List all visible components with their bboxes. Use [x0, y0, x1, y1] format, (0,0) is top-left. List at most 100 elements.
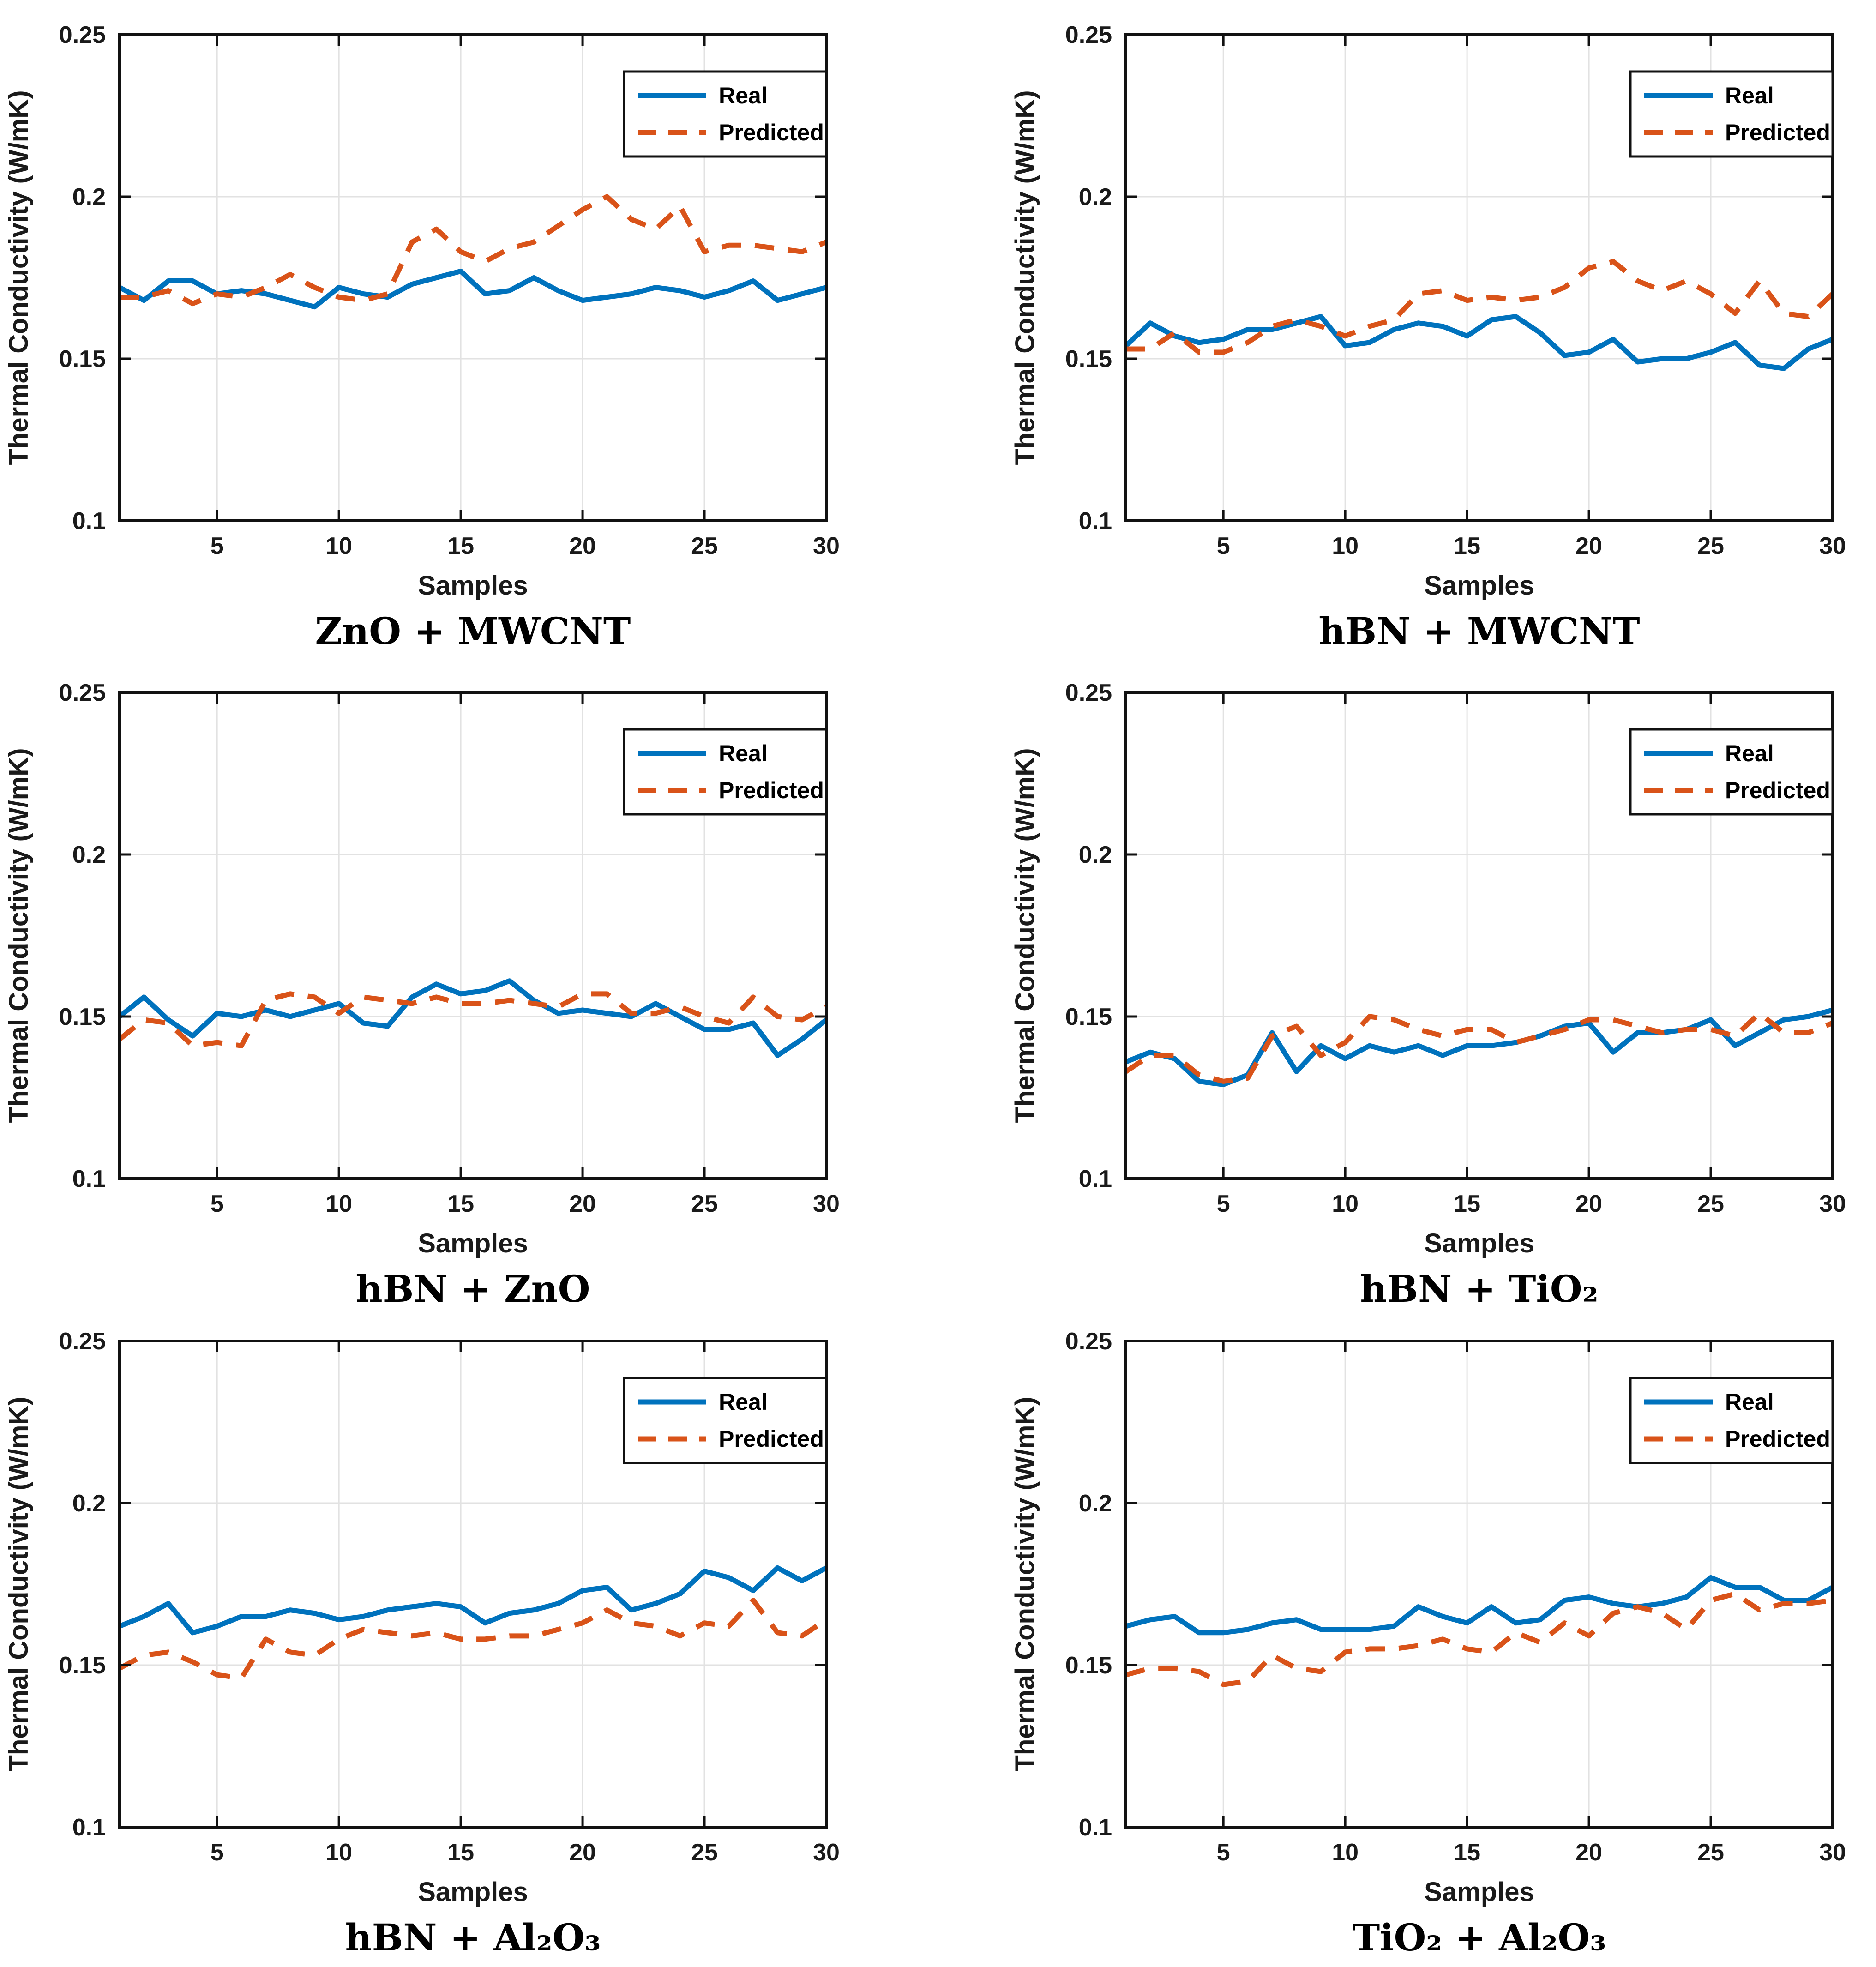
x-axis-label: Samples — [418, 1877, 528, 1907]
y-tick-label: 0.2 — [72, 842, 106, 868]
y-tick-label: 0.1 — [1079, 1814, 1112, 1841]
y-tick-label: 0.15 — [1065, 1652, 1112, 1679]
chart-cell-hbn-mwcnt: 0.1 0.15 0.2 0.25 5 10 15 20 25 30 Samples Thermal … — [1006, 0, 1876, 661]
y-tick-label: 0.1 — [72, 1166, 106, 1192]
legend-predicted-label: Predicted — [719, 120, 824, 145]
y-tick-label: 0.2 — [72, 1490, 106, 1517]
y-tick-label: 0.1 — [72, 508, 106, 535]
x-tick-label: 30 — [813, 1839, 840, 1866]
axes-box — [118, 1340, 828, 1829]
y-tick-label: 0.15 — [59, 1652, 106, 1679]
y-axis-label: Thermal Conductivity (W/mK) — [4, 1396, 34, 1771]
x-tick-label: 5 — [1217, 1191, 1230, 1217]
x-axis-label: Samples — [418, 571, 528, 601]
predicted-line — [1125, 1591, 1833, 1687]
y-tick-label: 0.15 — [1065, 346, 1112, 373]
x-tick-label: 30 — [1819, 1191, 1846, 1217]
chart-title: hBN + TiO₂ — [1360, 1267, 1598, 1311]
chart-hbn-alo: 0.1 0.15 0.2 0.25 5 10 15 20 25 30 Samples Thermal … — [4, 1328, 840, 1959]
predicted-line — [1124, 1011, 1834, 1084]
y-axis-label: Thermal Conductivity (W/mK) — [1010, 748, 1040, 1123]
chart-cell-hbn-alo: 0.1 0.15 0.2 0.25 5 10 15 20 25 30 Samples Thermal … — [0, 1306, 938, 1967]
x-tick-label: 25 — [1697, 533, 1724, 559]
legend-predicted-label: Predicted — [1725, 777, 1830, 803]
chart-tio-alo: 0.1 0.15 0.2 0.25 5 10 15 20 25 30 Samples Thermal … — [1010, 1328, 1846, 1959]
y-tick-label: 0.2 — [72, 184, 106, 211]
x-tick-label: 25 — [691, 1839, 718, 1866]
legend-real-label: Real — [1725, 83, 1774, 108]
y-tick-label: 0.2 — [1079, 842, 1112, 868]
legend-box — [623, 70, 828, 158]
chart-cell-hbn-zno: 0.1 0.15 0.2 0.25 5 10 15 20 25 30 Samples Thermal … — [0, 658, 938, 1318]
chart-hbn-zno: 0.1 0.15 0.2 0.25 5 10 15 20 25 30 Samples Thermal … — [4, 680, 840, 1311]
chart-title: TiO₂ + Al₂O₃ — [1353, 1916, 1606, 1959]
chart-hbn-tio: 0.1 0.15 0.2 0.25 5 10 15 20 25 30 Samples Thermal … — [1010, 680, 1846, 1311]
x-axis-label: Samples — [1424, 1877, 1534, 1907]
x-tick-label: 5 — [210, 1839, 224, 1866]
legend: Real Predicted — [1629, 728, 1834, 816]
x-tick-label: 20 — [1575, 1191, 1602, 1217]
chart-cell-tio-alo: 0.1 0.15 0.2 0.25 5 10 15 20 25 30 Samples Thermal … — [1006, 1306, 1876, 1967]
real-line — [118, 268, 827, 310]
real-line — [118, 978, 828, 1058]
y-tick-label: 0.2 — [1079, 184, 1112, 211]
y-axis-label: Thermal Conductivity (W/mK) — [4, 748, 34, 1123]
real-line — [118, 1565, 828, 1636]
y-tick-label: 0.25 — [1065, 22, 1112, 48]
x-axis-label: Samples — [1424, 1228, 1534, 1258]
x-tick-label: 30 — [1819, 1839, 1846, 1866]
chart-hbn-mwcnt: 0.1 0.15 0.2 0.25 5 10 15 20 25 30 Samples Thermal … — [1010, 22, 1846, 653]
x-tick-label: 20 — [569, 533, 596, 559]
y-tick-label: 0.15 — [59, 346, 106, 373]
y-tick-label: 0.15 — [1065, 1004, 1112, 1030]
x-tick-label: 20 — [569, 1839, 596, 1866]
x-axis-label: Samples — [418, 1228, 528, 1258]
axes-box — [1124, 33, 1834, 522]
chart-cell-hbn-tio: 0.1 0.15 0.2 0.25 5 10 15 20 25 30 Samples Thermal … — [1006, 658, 1876, 1318]
x-tick-label: 25 — [1697, 1839, 1724, 1866]
x-tick-label: 30 — [1819, 533, 1846, 559]
predicted-line — [120, 194, 828, 307]
legend-real-label: Real — [719, 1389, 768, 1415]
y-axis-label: Thermal Conductivity (W/mK) — [1010, 1396, 1040, 1771]
y-tick-label: 0.25 — [59, 22, 106, 48]
x-tick-label: 5 — [1217, 533, 1230, 559]
legend-box — [623, 1377, 828, 1464]
axes-box — [118, 691, 828, 1180]
y-tick-label: 0.1 — [72, 1814, 106, 1841]
legend: Real Predicted — [623, 728, 828, 816]
x-tick-label: 15 — [447, 1839, 474, 1866]
x-tick-label: 25 — [1697, 1191, 1724, 1217]
legend: Real Predicted — [1629, 70, 1834, 158]
y-tick-label: 0.2 — [1079, 1490, 1112, 1517]
real-line — [1125, 1575, 1834, 1636]
x-tick-label: 15 — [447, 533, 474, 559]
chart-zno-mwcnt: 0.1 0.15 0.2 0.25 5 10 15 20 25 30 Samples Thermal … — [4, 22, 840, 653]
chart-title: ZnO + MWCNT — [315, 609, 631, 653]
x-tick-label: 25 — [691, 533, 718, 559]
y-tick-label: 0.1 — [1079, 1166, 1112, 1192]
x-tick-label: 5 — [210, 1191, 224, 1217]
x-tick-label: 15 — [1454, 1839, 1480, 1866]
x-tick-label: 5 — [210, 533, 224, 559]
chart-title: hBN + ZnO — [356, 1267, 590, 1311]
y-tick-label: 0.15 — [59, 1004, 106, 1030]
y-tick-label: 0.25 — [1065, 680, 1112, 706]
legend-predicted-label: Predicted — [719, 777, 824, 803]
legend-real-label: Real — [719, 740, 768, 766]
x-tick-label: 20 — [1575, 1839, 1602, 1866]
y-axis-label: Thermal Conductivity (W/mK) — [4, 90, 34, 465]
x-tick-label: 10 — [1332, 1191, 1359, 1217]
x-tick-label: 10 — [1332, 1839, 1359, 1866]
x-tick-label: 15 — [447, 1191, 474, 1217]
y-tick-label: 0.25 — [59, 680, 106, 706]
legend: Real Predicted — [623, 70, 828, 158]
x-tick-label: 10 — [325, 1191, 352, 1217]
x-tick-label: 30 — [813, 1191, 840, 1217]
x-tick-label: 10 — [325, 1839, 352, 1866]
x-tick-label: 10 — [1332, 533, 1359, 559]
legend-box — [623, 728, 828, 816]
legend-predicted-label: Predicted — [1725, 1426, 1830, 1452]
chart-title: hBN + MWCNT — [1318, 609, 1640, 653]
